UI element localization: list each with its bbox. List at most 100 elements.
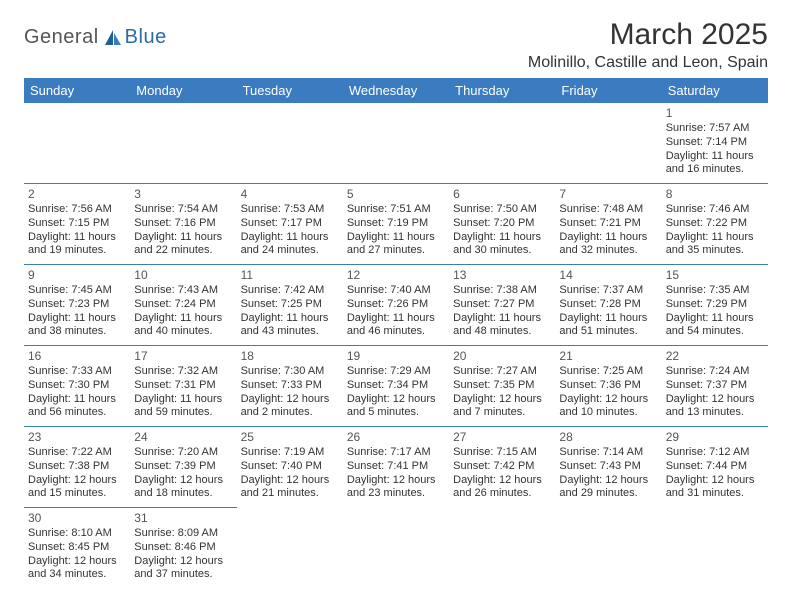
day-number: 22 [666,349,764,364]
calendar-cell: 22Sunrise: 7:24 AMSunset: 7:37 PMDayligh… [662,346,768,427]
sunset-text: Sunset: 8:45 PM [28,541,126,555]
sunset-text: Sunset: 7:39 PM [134,460,232,474]
sunrise-text: Sunrise: 7:54 AM [134,203,232,217]
day-number: 14 [559,268,657,283]
calendar-cell: 21Sunrise: 7:25 AMSunset: 7:36 PMDayligh… [555,346,661,427]
calendar-cell: 6Sunrise: 7:50 AMSunset: 7:20 PMDaylight… [449,184,555,265]
daylight-text: Daylight: 11 hours and 27 minutes. [347,231,445,259]
day-number: 25 [241,430,339,445]
day-number: 9 [28,268,126,283]
sunrise-text: Sunrise: 7:29 AM [347,365,445,379]
calendar-cell [237,103,343,184]
daylight-text: Daylight: 11 hours and 40 minutes. [134,312,232,340]
day-number: 18 [241,349,339,364]
sunrise-text: Sunrise: 7:35 AM [666,284,764,298]
sunset-text: Sunset: 7:19 PM [347,217,445,231]
sunrise-text: Sunrise: 7:32 AM [134,365,232,379]
sunrise-text: Sunrise: 7:48 AM [559,203,657,217]
calendar-row: 30Sunrise: 8:10 AMSunset: 8:45 PM Dayligh… [24,508,768,589]
calendar-cell [555,508,661,589]
sunrise-text: Sunrise: 7:22 AM [28,446,126,460]
calendar-cell [24,103,130,184]
sunrise-text: Sunrise: 7:38 AM [453,284,551,298]
sunrise-text: Sunrise: 7:14 AM [559,446,657,460]
day-number: 11 [241,268,339,283]
weekday-header: Thursday [449,78,555,103]
sunset-text: Sunset: 7:26 PM [347,298,445,312]
calendar-cell: 25Sunrise: 7:19 AMSunset: 7:40 PMDayligh… [237,427,343,508]
calendar-cell: 12Sunrise: 7:40 AMSunset: 7:26 PMDayligh… [343,265,449,346]
page-title: March 2025 [528,18,768,52]
sunrise-text: Sunrise: 7:12 AM [666,446,764,460]
calendar-cell [343,103,449,184]
sunset-text: Sunset: 7:38 PM [28,460,126,474]
day-number: 26 [347,430,445,445]
calendar-row: 1Sunrise: 7:57 AMSunset: 7:14 PMDaylight… [24,103,768,184]
sunrise-text: Sunrise: 7:30 AM [241,365,339,379]
day-number: 30 [28,511,126,526]
sunset-text: Sunset: 7:23 PM [28,298,126,312]
daylight-text: Daylight: 12 hours and 13 minutes. [666,393,764,421]
daylight-text: Daylight: 11 hours and 59 minutes. [134,393,232,421]
sunset-text: Sunset: 7:29 PM [666,298,764,312]
daylight-text: Daylight: 12 hours and 5 minutes. [347,393,445,421]
sunrise-text: Sunrise: 7:45 AM [28,284,126,298]
day-number: 21 [559,349,657,364]
calendar-cell [343,508,449,589]
calendar-cell: 15Sunrise: 7:35 AMSunset: 7:29 PMDayligh… [662,265,768,346]
sunrise-text: Sunrise: 8:10 AM [28,527,126,541]
daylight-text: Daylight: 12 hours and 37 minutes. [134,555,232,583]
calendar-cell: 5Sunrise: 7:51 AMSunset: 7:19 PMDaylight… [343,184,449,265]
sunrise-text: Sunrise: 7:27 AM [453,365,551,379]
calendar-cell: 11Sunrise: 7:42 AMSunset: 7:25 PMDayligh… [237,265,343,346]
sunset-text: Sunset: 8:46 PM [134,541,232,555]
daylight-text: Daylight: 11 hours and 48 minutes. [453,312,551,340]
calendar-cell [130,103,236,184]
logo: General Blue [24,18,167,49]
day-number: 3 [134,187,232,202]
daylight-text: Daylight: 11 hours and 19 minutes. [28,231,126,259]
sunset-text: Sunset: 7:43 PM [559,460,657,474]
sunset-text: Sunset: 7:17 PM [241,217,339,231]
calendar-cell: 20Sunrise: 7:27 AMSunset: 7:35 PMDayligh… [449,346,555,427]
daylight-text: Daylight: 12 hours and 18 minutes. [134,474,232,502]
sunrise-text: Sunrise: 7:20 AM [134,446,232,460]
sunset-text: Sunset: 7:34 PM [347,379,445,393]
sunrise-text: Sunrise: 7:33 AM [28,365,126,379]
daylight-text: Daylight: 11 hours and 46 minutes. [347,312,445,340]
daylight-text: Daylight: 11 hours and 35 minutes. [666,231,764,259]
sunrise-text: Sunrise: 7:42 AM [241,284,339,298]
sunset-text: Sunset: 7:21 PM [559,217,657,231]
daylight-text: Daylight: 12 hours and 26 minutes. [453,474,551,502]
calendar-body: 1Sunrise: 7:57 AMSunset: 7:14 PMDaylight… [24,103,768,588]
day-number: 12 [347,268,445,283]
sunrise-text: Sunrise: 7:57 AM [666,122,764,136]
calendar-cell: 16Sunrise: 7:33 AMSunset: 7:30 PMDayligh… [24,346,130,427]
weekday-header: Monday [130,78,236,103]
calendar-cell: 19Sunrise: 7:29 AMSunset: 7:34 PMDayligh… [343,346,449,427]
calendar-cell: 1Sunrise: 7:57 AMSunset: 7:14 PMDaylight… [662,103,768,184]
calendar-cell: 2Sunrise: 7:56 AMSunset: 7:15 PMDaylight… [24,184,130,265]
calendar-cell: 8Sunrise: 7:46 AMSunset: 7:22 PMDaylight… [662,184,768,265]
page-subtitle: Molinillo, Castille and Leon, Spain [528,54,768,72]
daylight-text: Daylight: 11 hours and 16 minutes. [666,150,764,178]
daylight-text: Daylight: 11 hours and 43 minutes. [241,312,339,340]
sunrise-text: Sunrise: 7:37 AM [559,284,657,298]
calendar-cell: 3Sunrise: 7:54 AMSunset: 7:16 PMDaylight… [130,184,236,265]
calendar-row: 23Sunrise: 7:22 AMSunset: 7:38 PMDayligh… [24,427,768,508]
daylight-text: Daylight: 11 hours and 56 minutes. [28,393,126,421]
calendar-cell: 27Sunrise: 7:15 AMSunset: 7:42 PMDayligh… [449,427,555,508]
day-number: 15 [666,268,764,283]
sunrise-text: Sunrise: 7:24 AM [666,365,764,379]
day-number: 28 [559,430,657,445]
sunset-text: Sunset: 7:40 PM [241,460,339,474]
daylight-text: Daylight: 11 hours and 32 minutes. [559,231,657,259]
day-number: 24 [134,430,232,445]
sunrise-text: Sunrise: 7:53 AM [241,203,339,217]
day-number: 20 [453,349,551,364]
sunset-text: Sunset: 7:25 PM [241,298,339,312]
calendar-cell [555,103,661,184]
sunset-text: Sunset: 7:42 PM [453,460,551,474]
calendar-cell: 28Sunrise: 7:14 AMSunset: 7:43 PMDayligh… [555,427,661,508]
weekday-header-row: Sunday Monday Tuesday Wednesday Thursday… [24,78,768,103]
